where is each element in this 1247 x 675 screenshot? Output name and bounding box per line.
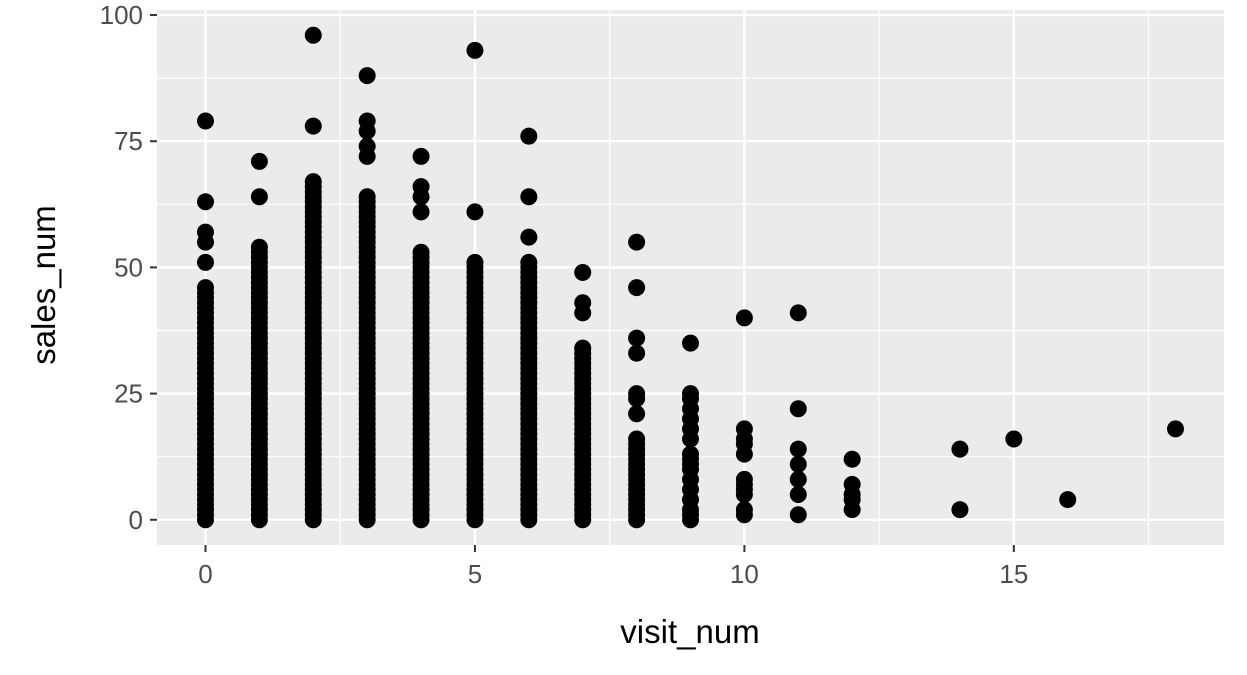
data-point [951,440,969,458]
data-point [197,279,214,297]
data-point [520,253,538,271]
data-point [358,112,376,130]
data-point [1167,420,1184,438]
data-point [466,203,484,221]
grid-minor [157,10,1224,545]
data-point [789,304,807,322]
data-point [304,26,322,44]
data-point [358,137,376,155]
data-point [789,400,807,418]
data-point [574,294,592,312]
data-point [628,430,646,448]
y-axis-ticks: 0 25 50 75 100 [100,0,157,535]
x-tick-label: 0 [198,559,212,589]
data-point [735,501,753,519]
data-point [682,385,699,403]
data-point [250,238,268,256]
data-points [197,26,1184,529]
data-point [1059,491,1077,509]
data-point [412,147,430,165]
data-point [574,263,592,281]
data-point [628,233,646,251]
data-point [358,188,376,206]
x-tick-label: 5 [468,559,482,589]
y-tick-label: 0 [129,505,143,535]
data-point [789,470,807,488]
x-axis-title: visit_num [620,613,759,650]
data-point [574,339,592,357]
data-point [412,243,430,261]
data-point [250,188,268,206]
y-tick-label: 50 [114,252,143,282]
data-point [197,223,214,241]
data-point [250,152,268,170]
x-axis-ticks: 0 5 10 15 [198,545,1028,589]
x-tick-label: 10 [730,559,759,589]
data-point [520,228,538,246]
data-point [682,334,699,352]
data-point [466,253,484,271]
data-point [628,344,646,362]
data-point [735,309,753,327]
data-point [682,445,699,463]
y-tick-label: 100 [100,0,143,30]
x-tick-label: 15 [999,559,1028,589]
data-point [358,67,376,85]
data-point [628,279,646,297]
data-point [412,178,430,196]
data-point [789,455,807,473]
data-point [735,420,753,438]
data-point [197,253,214,271]
data-point [789,506,807,524]
data-point [628,329,646,347]
data-point [789,440,807,458]
data-point [628,385,646,403]
data-point [789,486,807,504]
y-tick-label: 25 [114,379,143,409]
data-point [466,41,484,59]
data-point [197,193,214,211]
data-point [843,450,861,468]
data-point [735,470,753,488]
y-tick-label: 75 [114,126,143,156]
data-point [304,117,322,135]
data-point [1005,430,1023,448]
data-point [951,501,969,519]
data-point [304,173,322,191]
data-point [197,112,214,130]
data-point [628,405,646,423]
data-point [520,127,538,145]
data-point [412,203,430,221]
data-point [843,475,861,493]
data-point [520,188,538,206]
y-axis-title: sales_num [25,205,62,365]
